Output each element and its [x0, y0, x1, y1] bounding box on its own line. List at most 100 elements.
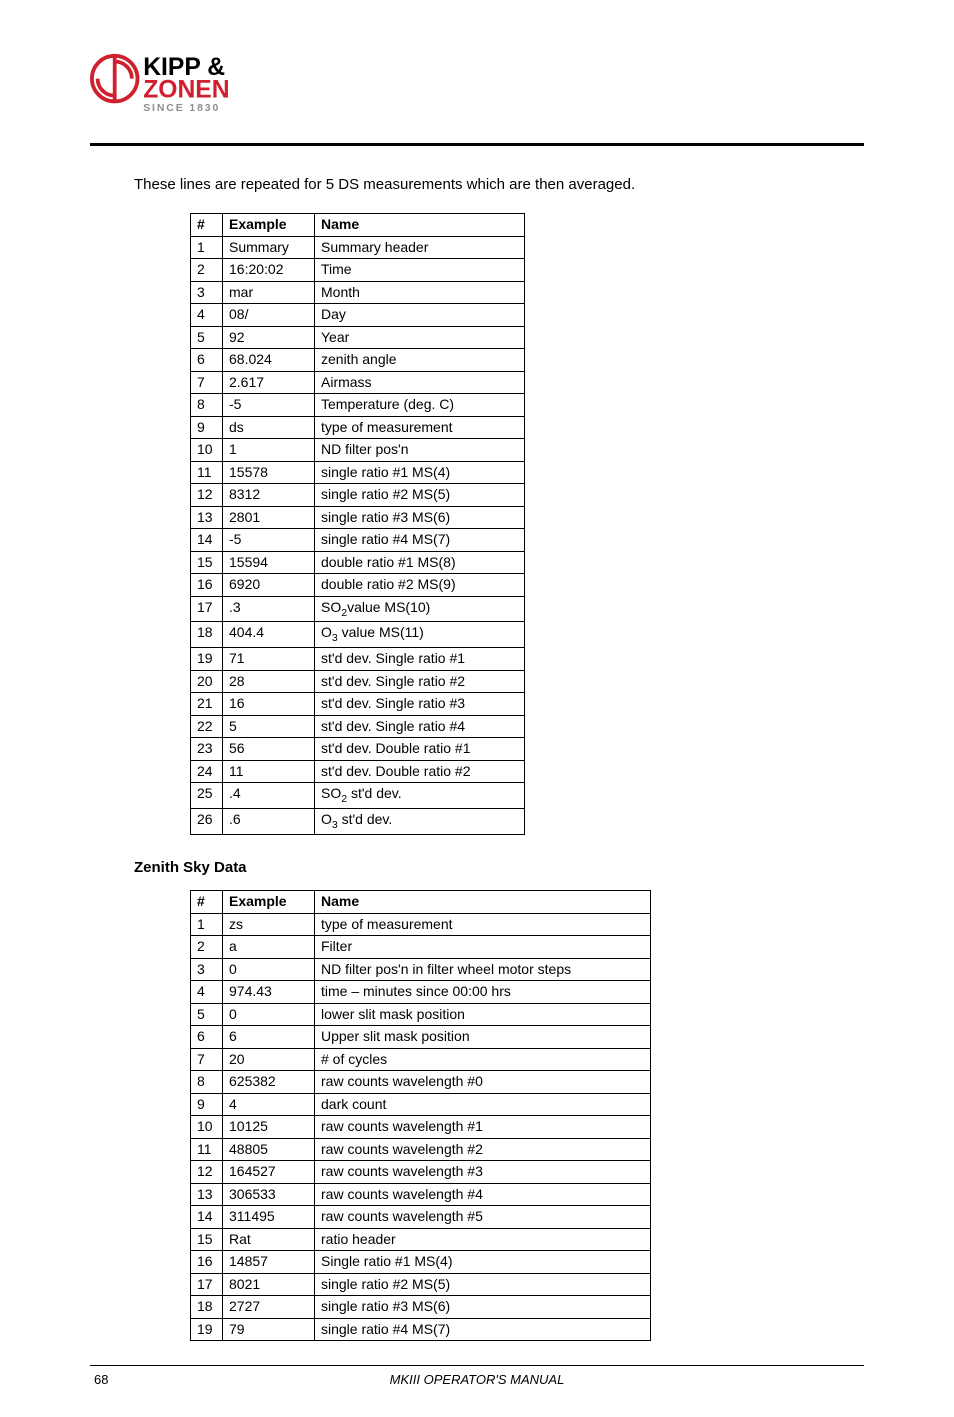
table-row: 668.024zenith angle	[191, 349, 525, 372]
cell-num: 4	[191, 981, 223, 1004]
table-row: 2aFilter	[191, 936, 651, 959]
table-row: 12164527raw counts wavelength #3	[191, 1161, 651, 1184]
cell-num: 25	[191, 783, 223, 809]
table-row: 182727single ratio #3 MS(6)	[191, 1296, 651, 1319]
table-zenith-sky: # Example Name 1zstype of measurement2aF…	[190, 890, 651, 1341]
col-header-num: #	[191, 214, 223, 237]
cell-example: 404.4	[223, 622, 315, 648]
cell-name: Airmass	[315, 371, 525, 394]
cell-num: 12	[191, 484, 223, 507]
cell-name: st'd dev. Single ratio #1	[315, 648, 525, 671]
cell-name: O3 st'd dev.	[315, 809, 525, 835]
cell-example: 1	[223, 439, 315, 462]
cell-num: 24	[191, 760, 223, 783]
cell-num: 20	[191, 670, 223, 693]
cell-num: 18	[191, 622, 223, 648]
cell-num: 7	[191, 1048, 223, 1071]
table-row: 101ND filter pos'n	[191, 439, 525, 462]
cell-name: st'd dev. Single ratio #3	[315, 693, 525, 716]
cell-example: 08/	[223, 304, 315, 327]
cell-name: raw counts wavelength #3	[315, 1161, 651, 1184]
cell-example: 28	[223, 670, 315, 693]
col-header-name: Name	[315, 214, 525, 237]
cell-num: 6	[191, 349, 223, 372]
cell-name: single ratio #4 MS(7)	[315, 1318, 651, 1341]
cell-num: 1	[191, 913, 223, 936]
logo: KIPP & ZONEN SINCE 1830	[90, 50, 864, 135]
cell-num: 10	[191, 1116, 223, 1139]
cell-example: 68.024	[223, 349, 315, 372]
cell-example: .3	[223, 596, 315, 622]
cell-num: 5	[191, 326, 223, 349]
table-header-row: # Example Name	[191, 214, 525, 237]
cell-name: Month	[315, 281, 525, 304]
cell-example: zs	[223, 913, 315, 936]
cell-num: 11	[191, 461, 223, 484]
cell-example: 16:20:02	[223, 259, 315, 282]
cell-name: st'd dev. Single ratio #2	[315, 670, 525, 693]
table-row: 8-5Temperature (deg. C)	[191, 394, 525, 417]
cell-name: type of measurement	[315, 913, 651, 936]
table-row: 178021single ratio #2 MS(5)	[191, 1273, 651, 1296]
table-row: 720# of cycles	[191, 1048, 651, 1071]
table-row: 8625382raw counts wavelength #0	[191, 1071, 651, 1094]
cell-name: single ratio #3 MS(6)	[315, 506, 525, 529]
cell-num: 15	[191, 551, 223, 574]
table-row: 592Year	[191, 326, 525, 349]
table-row: 225st'd dev. Single ratio #4	[191, 715, 525, 738]
cell-name: raw counts wavelength #0	[315, 1071, 651, 1094]
cell-example: 56	[223, 738, 315, 761]
cell-example: 15578	[223, 461, 315, 484]
cell-name: lower slit mask position	[315, 1003, 651, 1026]
cell-example: .6	[223, 809, 315, 835]
cell-name: type of measurement	[315, 416, 525, 439]
cell-name: single ratio #3 MS(6)	[315, 1296, 651, 1319]
table-row: 1979single ratio #4 MS(7)	[191, 1318, 651, 1341]
cell-num: 9	[191, 1093, 223, 1116]
cell-num: 2	[191, 259, 223, 282]
cell-name: ratio header	[315, 1228, 651, 1251]
cell-name: single ratio #4 MS(7)	[315, 529, 525, 552]
cell-num: 17	[191, 1273, 223, 1296]
cell-name: raw counts wavelength #4	[315, 1183, 651, 1206]
cell-name: single ratio #2 MS(5)	[315, 484, 525, 507]
table-row: 1SummarySummary header	[191, 236, 525, 259]
cell-name: st'd dev. Double ratio #1	[315, 738, 525, 761]
table-row: 1515594double ratio #1 MS(8)	[191, 551, 525, 574]
table-row: 13306533raw counts wavelength #4	[191, 1183, 651, 1206]
cell-example: Rat	[223, 1228, 315, 1251]
section-title-zenith: Zenith Sky Data	[134, 859, 864, 876]
cell-num: 8	[191, 394, 223, 417]
table-row: 132801single ratio #3 MS(6)	[191, 506, 525, 529]
cell-example: 71	[223, 648, 315, 671]
page: KIPP & ZONEN SINCE 1830 These lines are …	[0, 0, 954, 1417]
cell-example: .4	[223, 783, 315, 809]
cell-name: raw counts wavelength #5	[315, 1206, 651, 1229]
cell-num: 3	[191, 958, 223, 981]
cell-name: Time	[315, 259, 525, 282]
cell-example: 625382	[223, 1071, 315, 1094]
table-row: 18404.4O3 value MS(11)	[191, 622, 525, 648]
table-row: 408/Day	[191, 304, 525, 327]
table-row: 1971st'd dev. Single ratio #1	[191, 648, 525, 671]
cell-example: 14857	[223, 1251, 315, 1274]
cell-name: Temperature (deg. C)	[315, 394, 525, 417]
cell-name: raw counts wavelength #1	[315, 1116, 651, 1139]
table-row: 1614857Single ratio #1 MS(4)	[191, 1251, 651, 1274]
cell-name: single ratio #1 MS(4)	[315, 461, 525, 484]
col-header-num: #	[191, 891, 223, 914]
cell-name: SO2value MS(10)	[315, 596, 525, 622]
table-row: 15Ratratio header	[191, 1228, 651, 1251]
cell-num: 2	[191, 936, 223, 959]
table-row: 94dark count	[191, 1093, 651, 1116]
cell-name: O3 value MS(11)	[315, 622, 525, 648]
cell-name: Summary header	[315, 236, 525, 259]
cell-name: time – minutes since 00:00 hrs	[315, 981, 651, 1004]
col-header-name: Name	[315, 891, 651, 914]
col-header-example: Example	[223, 891, 315, 914]
table-row: 216:20:02Time	[191, 259, 525, 282]
cell-example: 2727	[223, 1296, 315, 1319]
cell-num: 9	[191, 416, 223, 439]
cell-name: Upper slit mask position	[315, 1026, 651, 1049]
cell-num: 17	[191, 596, 223, 622]
